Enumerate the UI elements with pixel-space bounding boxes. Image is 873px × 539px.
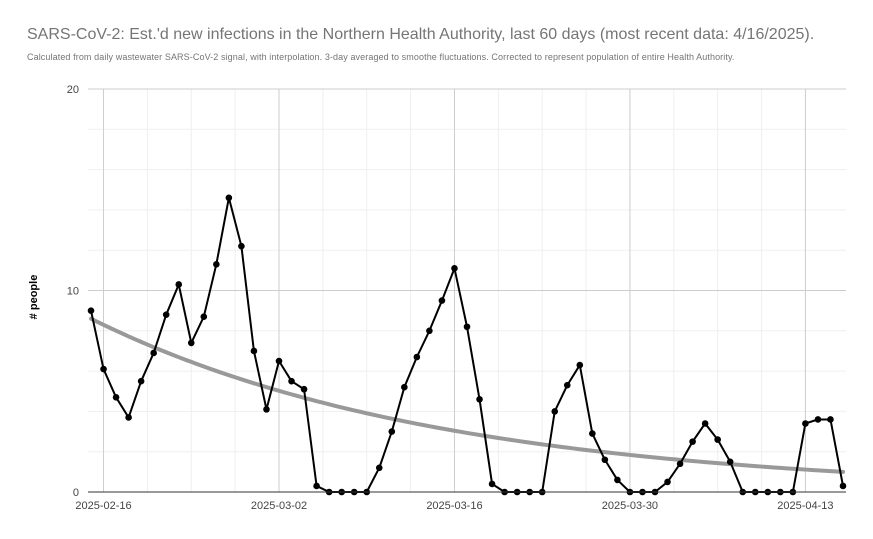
data-point <box>137 377 145 385</box>
x-tick-label: 2025-04-13 <box>777 500 833 512</box>
x-tick-label: 2025-03-16 <box>426 500 482 512</box>
data-point <box>589 430 596 437</box>
data-point <box>250 347 258 355</box>
data-point <box>827 416 834 423</box>
data-point <box>476 396 483 403</box>
data-point <box>100 365 107 373</box>
series-line <box>90 196 844 493</box>
data-point <box>714 436 721 443</box>
data-point <box>689 438 696 445</box>
y-tick-label: 10 <box>67 286 79 298</box>
data-point <box>275 357 283 365</box>
data-point <box>676 460 684 468</box>
data-point <box>614 476 621 484</box>
data-point <box>664 478 671 486</box>
data-point <box>175 281 183 288</box>
x-tick-label: 2025-03-02 <box>251 500 307 512</box>
data-point <box>463 323 471 331</box>
data-point <box>388 428 396 435</box>
chart-subtitle: Calculated from daily wastewater SARS-Co… <box>27 52 735 62</box>
y-axis-ticks: 0 10 20 <box>67 84 79 499</box>
x-axis-ticks: 2025-02-16 2025-03-02 2025-03-16 2025-03-30… <box>75 500 833 512</box>
data-point <box>288 377 295 385</box>
data-point <box>563 381 571 389</box>
data-point <box>125 414 132 421</box>
data-point <box>401 383 408 391</box>
data-point <box>814 416 822 423</box>
data-point <box>839 482 847 490</box>
data-point <box>213 261 220 268</box>
data-point <box>701 420 709 427</box>
data-point <box>551 408 559 415</box>
data-point <box>263 406 270 413</box>
chart-title: SARS-CoV-2: Est.'d new infections in the… <box>27 26 815 43</box>
data-points <box>87 194 847 496</box>
data-point <box>576 361 584 369</box>
data-point <box>112 393 120 401</box>
y-tick-label: 0 <box>73 487 79 499</box>
data-point <box>451 265 458 272</box>
data-point <box>488 480 496 488</box>
data-point <box>413 353 421 361</box>
data-point <box>375 464 383 472</box>
data-point <box>187 339 195 347</box>
trendline <box>89 316 845 474</box>
data-point <box>426 327 433 335</box>
data-point <box>238 242 245 250</box>
data-point <box>300 385 308 393</box>
data-point <box>162 311 170 318</box>
data-point <box>601 456 609 464</box>
data-point <box>200 313 208 320</box>
data-point <box>802 420 809 427</box>
data-point <box>313 482 320 490</box>
data-point <box>438 297 446 304</box>
data-point <box>726 458 734 466</box>
data-point <box>225 194 233 202</box>
x-tick-label: 2025-02-16 <box>75 500 131 512</box>
y-tick-label: 20 <box>67 84 79 96</box>
data-point <box>150 349 157 357</box>
data-point <box>87 307 95 314</box>
x-tick-label: 2025-03-30 <box>602 500 658 512</box>
